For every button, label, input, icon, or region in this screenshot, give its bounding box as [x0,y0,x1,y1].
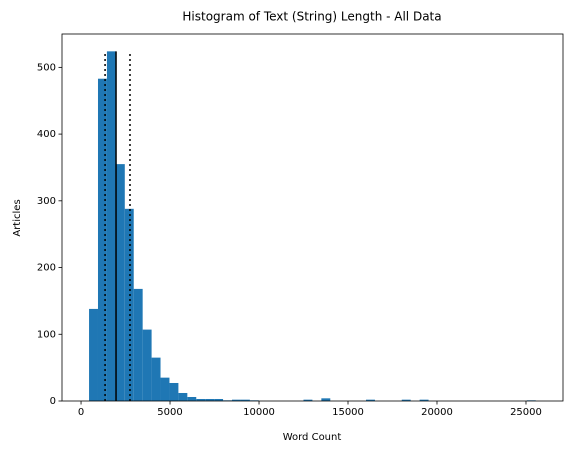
y-axis-label: Articles [12,199,23,236]
y-tick-label: 0 [50,396,56,407]
bar [240,399,250,401]
chart-title: Histogram of Text (String) Length - All … [182,10,441,24]
bar [187,396,197,401]
bar [133,288,143,401]
plot-frame [61,33,564,402]
x-tick-label: 20000 [421,407,453,418]
bar [419,399,429,401]
y-tick-label: 300 [37,196,56,207]
bar [115,164,125,401]
bar [214,398,224,401]
y-tick-label: 100 [37,329,56,340]
bar [178,392,188,401]
bar [169,382,179,401]
y-tick-label: 400 [37,129,56,140]
bar [196,398,206,401]
x-axis-label: Word Count [283,432,342,443]
x-tick-label: 5000 [157,407,182,418]
bar [205,398,215,401]
bar [97,78,107,401]
bar [401,399,411,401]
bar [321,398,331,401]
bar [89,308,98,401]
bar [160,377,170,401]
bar [151,357,161,401]
bar [303,399,313,401]
y-tick-label: 200 [37,263,56,274]
x-tick-label: 10000 [243,407,275,418]
y-tick-label: 500 [37,62,56,73]
bar [366,399,375,401]
x-tick-label: 15000 [332,407,364,418]
x-tick-label: 0 [78,407,84,418]
bar [106,51,116,401]
x-tick-label: 25000 [510,407,542,418]
bar [232,399,241,401]
bar [142,329,152,401]
